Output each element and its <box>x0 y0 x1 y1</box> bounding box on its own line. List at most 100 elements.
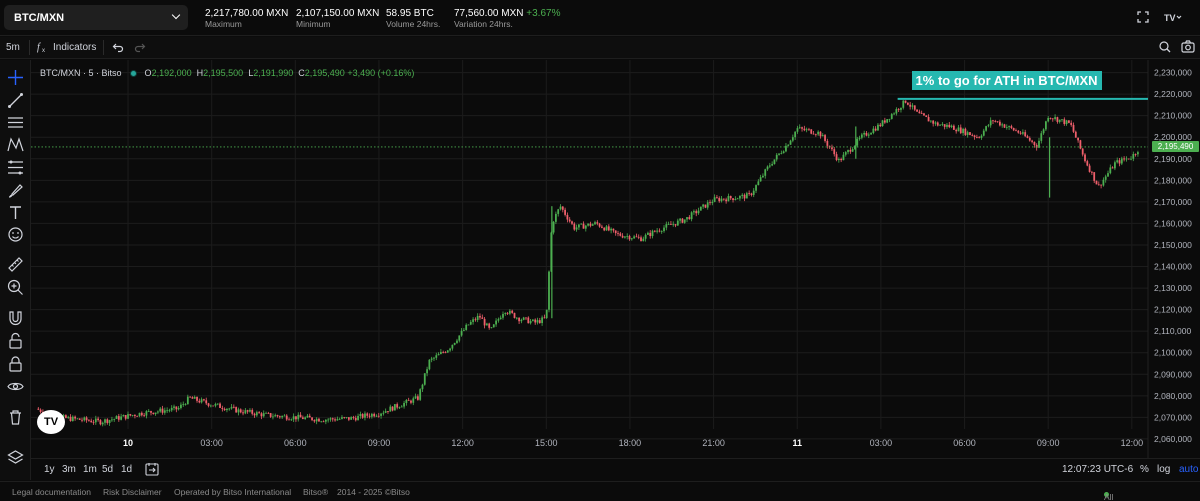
candle-body <box>686 217 688 220</box>
candle-body <box>693 211 695 213</box>
candle-body <box>628 236 631 240</box>
candle-body <box>647 232 649 235</box>
svg-text:f: f <box>37 42 41 53</box>
candle-body <box>1137 152 1139 155</box>
emoji-icon[interactable] <box>6 225 25 244</box>
footer-brand: Bitso® <box>303 487 329 497</box>
candle-body <box>322 421 325 423</box>
candle-body <box>879 124 882 127</box>
y-tick-label: 2,190,000 <box>1154 154 1192 164</box>
candle-body <box>308 415 311 418</box>
horizontal-lines-icon[interactable] <box>6 113 25 132</box>
stat-label: Volume 24hrs. <box>386 19 441 29</box>
log-toggle[interactable]: log <box>1157 464 1171 475</box>
x-tick-label: 03:00 <box>870 438 893 448</box>
indicators-button[interactable]: Indicators <box>53 42 97 53</box>
measure-lines-icon[interactable] <box>6 158 25 177</box>
candle-body <box>513 312 516 318</box>
x-tick-label: 06:00 <box>953 438 976 448</box>
candle-body <box>71 416 74 421</box>
candle-body <box>1042 129 1045 134</box>
candle-body <box>219 403 221 408</box>
candle-body <box>752 190 755 195</box>
lock-icon[interactable] <box>6 355 25 374</box>
candle-body <box>157 411 159 413</box>
candle-body <box>587 223 590 226</box>
goto-date-icon[interactable] <box>145 462 159 479</box>
candle-body <box>1123 158 1126 160</box>
stat-change: +3.67% <box>526 8 561 19</box>
candle-body <box>495 320 497 325</box>
percent-toggle[interactable]: % <box>1140 464 1149 475</box>
footer-legal-link[interactable]: Legal documentation <box>12 487 91 497</box>
candle-body <box>946 124 948 127</box>
candle-body <box>568 219 571 222</box>
candle-body <box>145 411 148 416</box>
camera-icon[interactable] <box>1181 40 1195 56</box>
candle-body <box>582 223 585 229</box>
candle-body <box>665 224 668 228</box>
candle-body <box>504 312 507 314</box>
y-tick-label: 2,230,000 <box>1154 68 1192 78</box>
candle-body <box>1125 158 1128 160</box>
candle-body <box>1010 126 1013 128</box>
interval-selector[interactable]: 5m <box>6 42 20 53</box>
candle-body <box>757 181 760 186</box>
candle-body <box>375 415 378 417</box>
candle-body <box>412 398 415 403</box>
candle-body <box>359 414 362 416</box>
ath-annotation[interactable]: 1% to go for ATH in BTC/MXN <box>911 70 1102 90</box>
candle-body <box>603 227 606 231</box>
pattern-icon[interactable] <box>6 135 25 154</box>
tradingview-menu-icon[interactable]: TV <box>1162 10 1184 24</box>
pair-selector[interactable]: BTC/MXN <box>4 5 188 30</box>
candle-body <box>796 128 799 132</box>
price-chart[interactable]: 2,230,000 2,220,000 2,210,000 2,200,000 2,19… <box>31 60 1200 458</box>
lock-drawing-icon[interactable] <box>6 332 25 351</box>
redo-icon[interactable] <box>134 41 146 56</box>
candle-body <box>688 217 691 220</box>
candle-body <box>467 324 470 326</box>
brush-icon[interactable] <box>6 181 25 200</box>
zoom-in-icon[interactable] <box>6 278 25 297</box>
range-1d[interactable]: 1d <box>121 464 133 475</box>
trash-icon[interactable] <box>6 408 25 427</box>
candle-body <box>88 420 90 422</box>
candle-body <box>196 396 198 401</box>
candle-body <box>453 342 456 345</box>
candle-body <box>1028 137 1031 141</box>
stat-label: Variation 24hrs. <box>454 19 513 29</box>
timezone-display[interactable]: 12:07:23 UTC-6 <box>1062 464 1134 475</box>
candle-body <box>1132 154 1135 159</box>
auto-toggle[interactable]: auto <box>1179 464 1199 475</box>
x-tick-label: 18:00 <box>619 438 642 448</box>
candle-body <box>1061 119 1063 121</box>
range-3m[interactable]: 3m <box>62 464 76 475</box>
candle-body <box>748 193 751 194</box>
range-1m[interactable]: 1m <box>83 464 97 475</box>
layers-icon[interactable] <box>6 448 25 467</box>
eye-icon[interactable] <box>6 377 25 396</box>
settings-icon[interactable] <box>1158 40 1172 57</box>
candle-body <box>200 399 203 403</box>
candle-body <box>745 193 748 199</box>
range-1y[interactable]: 1y <box>44 464 55 475</box>
trend-line-icon[interactable] <box>6 91 25 110</box>
text-icon[interactable] <box>6 203 25 222</box>
footer-risk-link[interactable]: Risk Disclaimer <box>103 487 162 497</box>
fullscreen-icon[interactable] <box>1134 10 1152 24</box>
legend-low: 2,191,990 <box>253 68 294 78</box>
magnet-icon[interactable] <box>6 309 25 328</box>
candle-body <box>704 204 707 208</box>
candle-body <box>902 100 905 108</box>
crosshair-icon[interactable] <box>6 68 25 87</box>
chevron-down-icon <box>171 10 181 20</box>
range-5d[interactable]: 5d <box>102 464 114 475</box>
undo-icon[interactable] <box>112 41 124 56</box>
chart-canvas[interactable]: 2,230,0002,220,0002,210,0002,200,0002,19… <box>31 60 1200 458</box>
tradingview-logo[interactable]: TV <box>37 410 65 434</box>
ruler-icon[interactable] <box>6 255 25 274</box>
candle-body <box>773 159 776 165</box>
candle-body <box>69 416 72 421</box>
